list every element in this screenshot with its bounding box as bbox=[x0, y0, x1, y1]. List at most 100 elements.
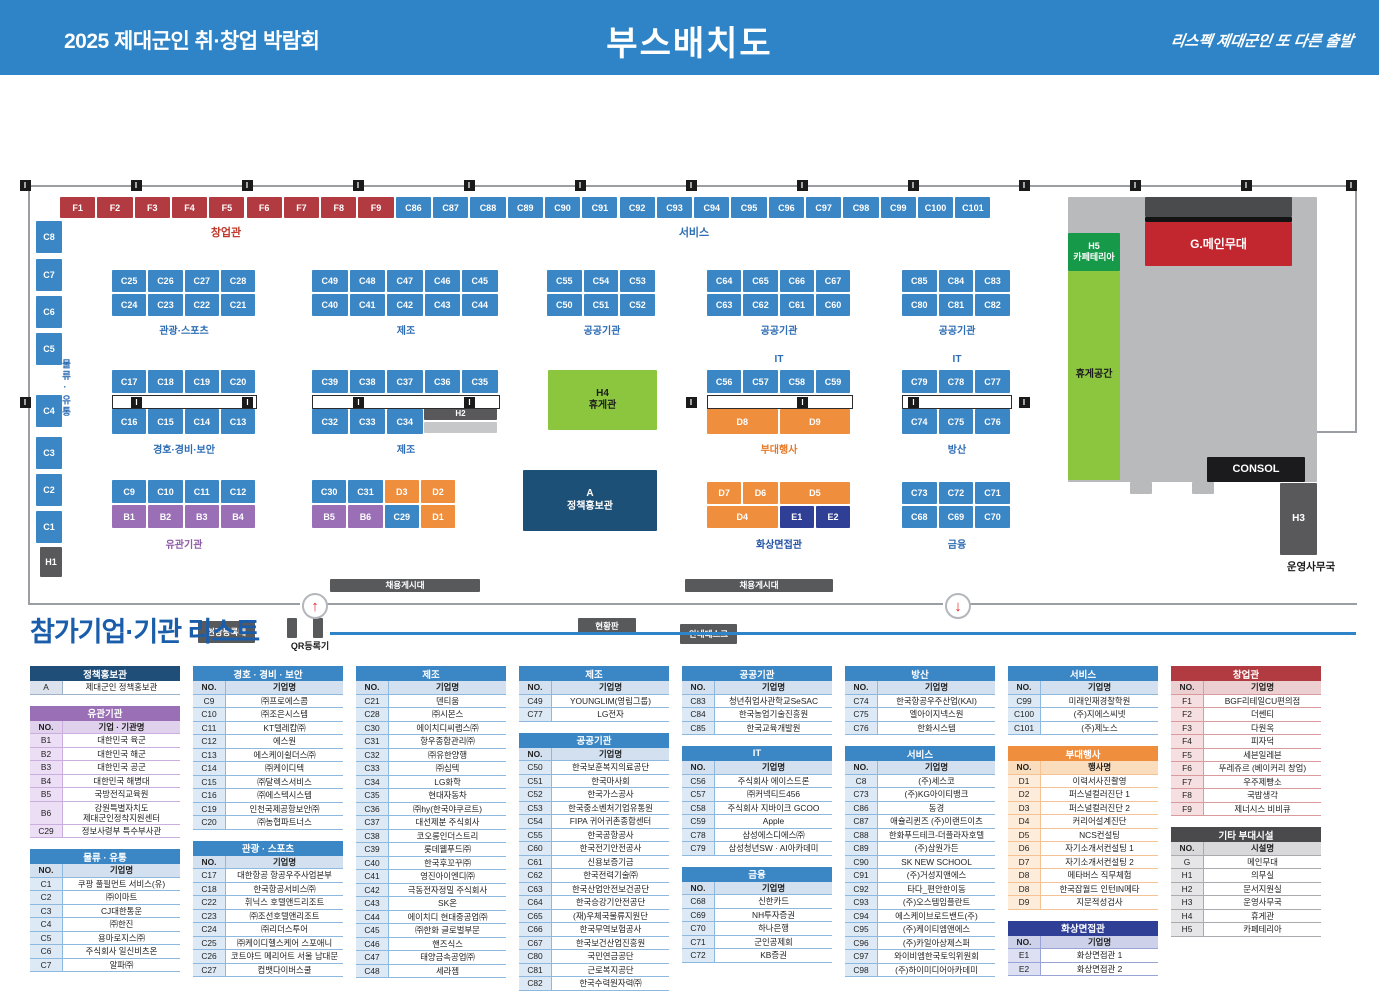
table-row: C37 대선제분 주식회사 bbox=[356, 816, 506, 830]
table-row: D8 메타버스 직무체험 bbox=[1008, 869, 1158, 883]
cell-company-name: 미래인재경찰학원 bbox=[1041, 694, 1158, 707]
cell-booth-no: C12 bbox=[193, 735, 226, 748]
cell-company-name: 엘아이지넥스원 bbox=[878, 708, 995, 721]
cell-company-name: 청년취업사관학교SeSAC bbox=[715, 694, 832, 707]
table-row: F1 BGF리테일CU편의점 bbox=[1171, 694, 1321, 708]
cell-company-name: 덴티움 bbox=[389, 694, 506, 707]
booth-C53: C53 bbox=[620, 270, 655, 292]
cell-company-name: BGF리테일CU편의점 bbox=[1204, 694, 1321, 707]
table-title: 물류 · 유통 bbox=[30, 849, 180, 865]
zone-label: 유관기관 bbox=[165, 540, 203, 551]
table-row: C46 핸즈식스 bbox=[356, 937, 506, 951]
cell-company-name: 에스케이쉴더스㈜ bbox=[226, 748, 343, 761]
table-row: C69 NH투자증권 bbox=[682, 908, 832, 922]
booth-C63: C63 bbox=[707, 294, 742, 316]
table-row: C54 FIPA 귀어귀촌종합센터 bbox=[519, 815, 669, 829]
table-title: 금융 bbox=[682, 866, 832, 882]
cell-booth-no: C45 bbox=[356, 924, 389, 937]
cell-company-name: 컴뱃다이버스쿨 bbox=[226, 963, 343, 976]
table-row: H1 의무실 bbox=[1171, 869, 1321, 883]
booth-F5: F5 bbox=[209, 197, 245, 218]
table-row: C99 미래인재경찰학원 bbox=[1008, 694, 1158, 708]
booth-C99: C99 bbox=[880, 197, 916, 218]
cell-booth-no: C88 bbox=[845, 828, 878, 841]
table-row: D1 이력서사진촬영 bbox=[1008, 774, 1158, 788]
cell-booth-no: C69 bbox=[682, 908, 715, 921]
cell-booth-no: C60 bbox=[519, 842, 552, 855]
column-header-no: NO. bbox=[519, 681, 552, 694]
booth-C75: C75 bbox=[938, 409, 974, 434]
booth-C14: C14 bbox=[184, 409, 219, 434]
booth-B5: B5 bbox=[312, 505, 347, 528]
cell-booth-no: C23 bbox=[193, 909, 226, 922]
table-subheader: NO. 기업 · 기관명 bbox=[30, 720, 180, 734]
table-row: C11 KT텔레캅㈜ bbox=[193, 721, 343, 735]
stage-strip bbox=[1145, 217, 1292, 222]
cell-company-name: 신용보증기금 bbox=[552, 855, 669, 868]
table-row: B1 대한민국 육군 bbox=[30, 734, 180, 748]
zone-label: 방산 bbox=[947, 445, 967, 456]
cell-booth-no: C10 bbox=[193, 708, 226, 721]
booth-C69: C69 bbox=[938, 506, 974, 528]
cell-company-name: NCS컨설팅 bbox=[1041, 828, 1158, 841]
event-title: 2025 제대군인 취·창업 박람회 bbox=[64, 30, 320, 53]
cell-booth-no: B2 bbox=[30, 747, 63, 760]
table-IT: IT NO. 기업명 C56 주식회사 에이스드론 C57 ㈜커넥티드456 C58 주식회사 … bbox=[682, 746, 832, 856]
cell-company-name: 알파㈜ bbox=[63, 958, 180, 972]
cell-booth-no: C15 bbox=[193, 775, 226, 788]
column-header-name: 기업 · 기관명 bbox=[63, 720, 180, 733]
booth-D4: D4 bbox=[707, 506, 778, 528]
booth-C78: C78 bbox=[938, 370, 974, 393]
floor-plan: G.메인무대 H5 카페테리아 휴게공간 CONSOL H3 H4 휴게관 A 정책홍보관 H… bbox=[0, 75, 1379, 651]
cell-booth-no: C98 bbox=[845, 963, 878, 976]
table-row: C15 ㈜달렉스서비스 bbox=[193, 775, 343, 789]
booth-C76: C76 bbox=[975, 409, 1010, 434]
booth-C68: C68 bbox=[902, 506, 937, 528]
column-header-name: 기업명 bbox=[226, 855, 343, 868]
table-title: 정책홍보관 bbox=[30, 666, 180, 681]
table-row: F4 피자덕 bbox=[1171, 735, 1321, 749]
page-title: 부스배치도 bbox=[606, 25, 773, 63]
cell-company-name: 에스원 bbox=[226, 735, 343, 748]
column-header-name: 기업명 bbox=[878, 761, 995, 774]
cell-booth-no: C90 bbox=[845, 855, 878, 868]
cell-company-name: (주)거성지앤에스 bbox=[878, 869, 995, 882]
table-금융: 금융 NO. 기업명 C68 신한카드 C69 NH투자증권 C70 하나은행 C71 군인공제회 C… bbox=[682, 866, 832, 963]
booth-C9: C9 bbox=[112, 480, 147, 503]
cell-company-name: 제대군인 정책홍보관 bbox=[63, 681, 180, 694]
table-row: E2 화상면접관 2 bbox=[1008, 962, 1158, 976]
table-row: C101 (주)제노스 bbox=[1008, 721, 1158, 735]
table-title: 제조 bbox=[356, 666, 506, 681]
cell-booth-no: C38 bbox=[356, 829, 389, 842]
cell-booth-no: F6 bbox=[1171, 762, 1204, 775]
column-header-no: NO. bbox=[1008, 935, 1041, 948]
table-row: C62 한국전력기술㈜ bbox=[519, 869, 669, 883]
cell-company-name: ㈜에스텍시스템 bbox=[226, 789, 343, 802]
booth-C24: C24 bbox=[112, 294, 147, 316]
cell-booth-no: C43 bbox=[356, 897, 389, 910]
table-subheader: NO. 기업명 bbox=[193, 855, 343, 869]
booth-C42: C42 bbox=[387, 294, 423, 316]
booth-C65: C65 bbox=[743, 270, 778, 292]
cell-company-name: 한국전기안전공사 bbox=[552, 842, 669, 855]
booth-F2: F2 bbox=[97, 197, 133, 218]
cell-booth-no: C87 bbox=[845, 815, 878, 828]
table-row: B5 국방전직교육원 bbox=[30, 788, 180, 802]
table-subheader: NO. 기업명 bbox=[519, 681, 669, 695]
cell-company-name: 국방전직교육원 bbox=[63, 788, 180, 801]
table-공공기관: 공공기관 NO. 기업명 C50 한국보훈복지의료공단 C51 한국마사회 C52 한국가스공사… bbox=[519, 732, 669, 991]
column-header-no: NO. bbox=[193, 855, 226, 868]
booth-C98: C98 bbox=[843, 197, 879, 218]
table-row: C91 (주)거성지앤에스 bbox=[845, 869, 995, 883]
table-row: C22 휘닉스 호텔앤드리조트 bbox=[193, 896, 343, 910]
cell-company-name: LG화학 bbox=[389, 775, 506, 788]
cell-company-name: ㈜조은시스템 bbox=[226, 708, 343, 721]
stage-back bbox=[1145, 197, 1292, 217]
table-subheader: NO. 기업명 bbox=[1008, 935, 1158, 949]
table-row: C100 (주)지에스씨넷 bbox=[1008, 708, 1158, 722]
cell-booth-no: C91 bbox=[845, 869, 878, 882]
job-board-1: 채용게시대 bbox=[330, 579, 480, 592]
column-header-name: 기업명 bbox=[552, 747, 669, 760]
cell-company-name: 근로복지공단 bbox=[552, 963, 669, 976]
column-header-name: 기업명 bbox=[878, 681, 995, 694]
